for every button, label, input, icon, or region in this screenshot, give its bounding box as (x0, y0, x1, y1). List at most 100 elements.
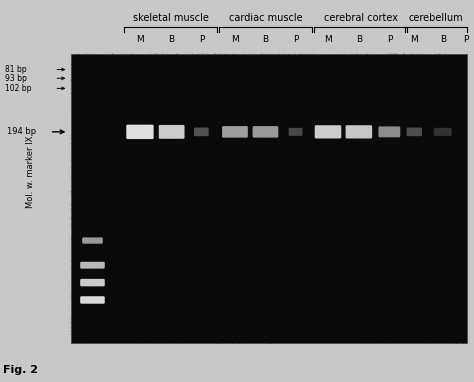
Point (132, 314, 140, 320)
Point (81, 235, 89, 241)
Point (96, 216, 103, 222)
Point (349, 246, 357, 253)
Point (410, 59, 418, 65)
Point (227, 325, 235, 331)
Point (394, 189, 401, 195)
Point (81, 198, 89, 204)
Point (199, 278, 206, 285)
Point (326, 262, 333, 268)
Point (350, 89, 357, 96)
Point (223, 81, 230, 87)
Point (114, 117, 122, 123)
Point (334, 139, 341, 145)
Point (460, 339, 467, 345)
Point (284, 258, 292, 264)
Point (353, 236, 360, 243)
Point (269, 196, 277, 202)
Point (400, 206, 408, 212)
Point (281, 218, 288, 224)
Point (128, 263, 136, 269)
Point (462, 98, 469, 104)
Point (182, 319, 189, 325)
Point (408, 209, 415, 215)
Point (341, 306, 348, 312)
Point (193, 271, 201, 277)
Point (381, 183, 389, 189)
Point (411, 178, 419, 184)
Point (109, 55, 116, 61)
Point (370, 76, 378, 82)
Point (214, 306, 222, 312)
Point (81, 189, 88, 195)
Point (350, 152, 357, 159)
Point (156, 101, 164, 107)
Point (398, 53, 405, 60)
Point (441, 59, 449, 65)
Point (191, 274, 199, 280)
Point (194, 266, 201, 272)
Point (123, 203, 131, 209)
Point (94, 242, 101, 248)
Point (342, 239, 350, 245)
Point (458, 299, 465, 305)
Point (419, 174, 426, 180)
Point (321, 155, 329, 162)
Point (264, 53, 272, 60)
Point (235, 91, 242, 97)
Point (134, 330, 142, 336)
Point (449, 199, 457, 205)
Point (440, 259, 447, 265)
Point (131, 132, 138, 138)
Point (156, 67, 164, 73)
Point (104, 296, 111, 302)
Point (213, 155, 220, 161)
Point (189, 250, 196, 256)
Point (385, 319, 392, 325)
Point (148, 293, 156, 299)
Point (314, 263, 322, 269)
Point (457, 141, 465, 147)
Point (442, 219, 449, 225)
Point (268, 138, 276, 144)
Point (331, 257, 339, 264)
Point (445, 155, 453, 162)
Point (336, 91, 344, 97)
Point (228, 303, 236, 309)
Point (205, 188, 212, 194)
Point (290, 305, 297, 311)
Point (199, 99, 206, 105)
Point (106, 286, 113, 292)
Point (393, 183, 401, 189)
Point (312, 313, 320, 319)
Point (417, 65, 424, 71)
Point (108, 71, 115, 77)
Point (372, 308, 379, 314)
Point (425, 208, 432, 214)
Point (99, 299, 106, 305)
Point (236, 180, 244, 186)
Point (81, 222, 89, 228)
Point (419, 313, 427, 319)
Point (76, 225, 84, 231)
Point (222, 148, 229, 154)
Point (405, 294, 413, 300)
Point (442, 330, 450, 336)
Point (122, 169, 129, 175)
Point (178, 172, 186, 178)
Point (82, 91, 90, 97)
Point (165, 334, 173, 340)
Point (119, 268, 127, 274)
Point (263, 211, 270, 217)
Point (312, 174, 319, 180)
Point (172, 200, 180, 206)
Point (372, 101, 380, 107)
Point (299, 184, 306, 190)
Point (419, 310, 426, 316)
Point (400, 224, 407, 230)
Point (406, 316, 413, 322)
Point (339, 80, 346, 86)
Point (459, 294, 466, 300)
Point (169, 326, 177, 332)
Point (379, 92, 386, 99)
Point (162, 314, 170, 320)
